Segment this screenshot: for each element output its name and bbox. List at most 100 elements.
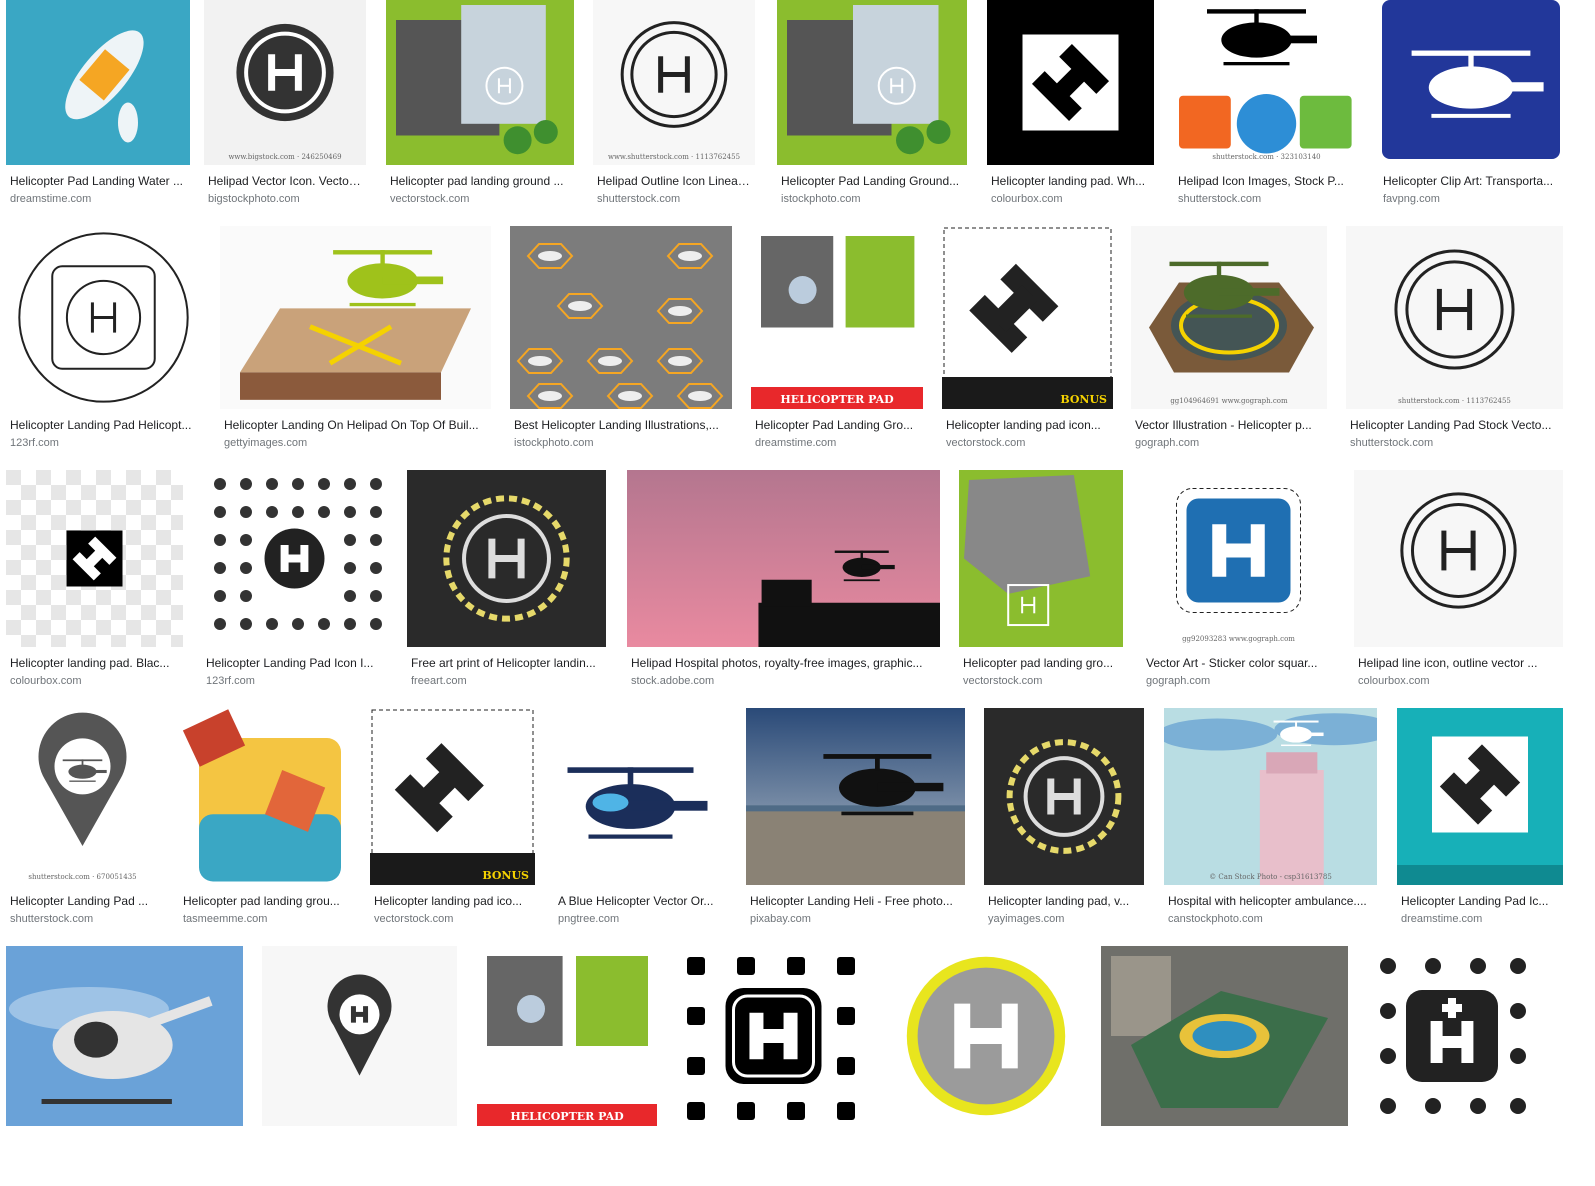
result-source-domain[interactable]: 123rf.com (10, 437, 59, 449)
helipad-city-top-view-image[interactable] (386, 0, 574, 165)
result-title[interactable]: Vector Illustration - Helicopter p... (1135, 418, 1312, 432)
result-title[interactable]: Helipad Vector Icon. Vector ... (208, 174, 362, 188)
helicopter-sunset-photo[interactable] (627, 470, 940, 647)
result-title[interactable]: Helicopter landing pad. Wh... (991, 174, 1146, 188)
hospital-helicopter-image[interactable]: © Can Stock Photo - csp31613785 (1164, 708, 1377, 885)
result-source-domain[interactable]: favpng.com (1383, 193, 1440, 205)
image-result-card[interactable]: shutterstock.com · 323103140 Helipad Icon… (1174, 0, 1359, 225)
image-result-card[interactable]: www.bigstock.com · 246250469 Helipad Vect… (204, 0, 366, 225)
result-title[interactable]: Helicopter Landing Pad Icon I... (206, 656, 374, 670)
image-result-card[interactable]: www.shutterstock.com · 1113762455 Helipad… (593, 0, 755, 225)
result-title[interactable]: Helipad line icon, outline vector ... (1358, 656, 1538, 670)
result-title[interactable]: Helicopter pad landing ground ... (390, 174, 564, 188)
result-source-domain[interactable]: 123rf.com (206, 675, 255, 687)
result-title[interactable]: Helicopter pad landing gro... (963, 656, 1114, 670)
helipad-square-h-icon[interactable] (987, 0, 1154, 165)
helipad-outline-icon[interactable]: www.shutterstock.com · 1113762455 (593, 0, 755, 165)
result-title[interactable]: Helicopter landing pad icon... (946, 418, 1101, 432)
image-result-card[interactable]: Helicopter Landing Pad Icon I... 123rf.co… (202, 470, 387, 707)
helipad-city-top-view-image[interactable] (777, 0, 967, 165)
image-result-card[interactable]: shutterstock.com · 670051435 Helicopter L… (6, 708, 159, 945)
image-result-card[interactable]: Helicopter Landing Heli - Free photo... p… (746, 708, 965, 945)
asphalt-helipad-image[interactable] (407, 470, 606, 647)
result-source-domain[interactable]: gograph.com (1146, 675, 1211, 687)
result-title[interactable]: Helicopter Landing Pad Ic... (1401, 894, 1549, 908)
hospital-h-icon-set[interactable] (676, 946, 871, 1126)
image-result-card[interactable]: gg104964691 www.gograph.com Vector Illust… (1131, 226, 1327, 469)
image-result-card[interactable] (262, 946, 457, 1186)
image-result-card[interactable]: Helicopter pad landing grou... tasmeemme.… (179, 708, 351, 945)
image-result-card[interactable]: Helicopter pad landing ground ... vectors… (386, 0, 574, 225)
image-result-card[interactable] (676, 946, 871, 1186)
result-source-domain[interactable]: bigstockphoto.com (208, 193, 300, 205)
image-result-card[interactable]: A Blue Helicopter Vector Or... pngtree.co… (554, 708, 727, 945)
medical-h-plus-icon-set[interactable] (1368, 946, 1536, 1126)
rooftop-helipad-photo[interactable] (1101, 946, 1348, 1126)
result-title[interactable]: Helicopter Landing Heli - Free photo... (750, 894, 953, 908)
helipad-checker-icon[interactable] (6, 470, 183, 647)
result-source-domain[interactable]: shutterstock.com (1350, 437, 1434, 449)
result-source-domain[interactable]: colourbox.com (10, 675, 82, 687)
image-result-card[interactable]: Helicopter landing pad, v... yayimages.co… (984, 708, 1144, 945)
image-result-card[interactable]: Helipad Hospital photos, royalty-free im… (627, 470, 940, 707)
image-result-card[interactable]: Helicopter Landing Pad Ic... dreamstime.c… (1397, 708, 1563, 945)
image-result-card[interactable]: Helicopter Landing Pad Helicopt... 123rf.… (6, 226, 201, 469)
image-result-card[interactable] (1101, 946, 1348, 1186)
helicopter-landing-photo[interactable] (746, 708, 965, 885)
map-pin-h-icon[interactable] (262, 946, 457, 1126)
result-source-domain[interactable]: gettyimages.com (224, 437, 308, 449)
result-title[interactable]: Helipad Icon Images, Stock P... (1178, 174, 1344, 188)
result-title[interactable]: Helicopter Landing Pad Helicopt... (10, 418, 192, 432)
yellow-ring-h-icon[interactable] (891, 946, 1081, 1126)
result-source-domain[interactable]: stock.adobe.com (631, 675, 715, 687)
image-result-card[interactable]: Helicopter Landing On Helipad On Top Of … (220, 226, 491, 469)
result-title[interactable]: A Blue Helicopter Vector Or... (558, 894, 714, 908)
result-source-domain[interactable]: vectorstock.com (946, 437, 1026, 449)
result-title[interactable]: Hospital with helicopter ambulance.... (1168, 894, 1367, 908)
image-result-card[interactable]: Helicopter pad landing gro... vectorstock… (959, 470, 1123, 707)
result-source-domain[interactable]: colourbox.com (991, 193, 1063, 205)
blue-helicopter-image[interactable] (554, 708, 727, 885)
image-result-card[interactable]: BONUS Helicopter landing pad icon... vecto… (942, 226, 1113, 469)
result-title[interactable]: Helicopter Landing Pad Stock Vecto... (1350, 418, 1552, 432)
result-source-domain[interactable]: freeart.com (411, 675, 467, 687)
result-source-domain[interactable]: shutterstock.com (597, 193, 681, 205)
image-result-card[interactable]: gg92093283 www.gograph.com Vector Art - S… (1142, 470, 1335, 707)
helipad-round-icon[interactable]: www.bigstock.com · 246250469 (204, 0, 366, 165)
result-title[interactable]: Best Helicopter Landing Illustrations,..… (514, 418, 719, 432)
helicopter-road-sign-icon[interactable] (1379, 0, 1563, 165)
result-source-domain[interactable]: dreamstime.com (10, 193, 92, 205)
helipad-set-image[interactable]: HELICOPTER PAD (751, 226, 923, 409)
ambulance-helicopter-icons[interactable]: shutterstock.com · 323103140 (1174, 0, 1359, 165)
medical-icon-set[interactable] (202, 470, 387, 647)
result-title[interactable]: Helipad Outline Icon Linear ... (597, 174, 751, 188)
image-result-card[interactable]: Helicopter Pad Landing Water ... dreamsti… (6, 0, 190, 225)
helicopter-rooftop-image[interactable] (220, 226, 491, 409)
result-title[interactable]: Helicopter Landing Pad ... (10, 894, 149, 908)
helipad-bonus-icon[interactable]: BONUS (942, 226, 1113, 409)
result-source-domain[interactable]: vectorstock.com (390, 193, 470, 205)
image-result-card[interactable]: Best Helicopter Landing Illustrations,..… (510, 226, 732, 469)
asphalt-helipad-image[interactable] (984, 708, 1144, 885)
image-result-card[interactable]: Helicopter Clip Art: Transporta... favpng… (1379, 0, 1563, 225)
result-source-domain[interactable]: shutterstock.com (10, 913, 94, 925)
image-result-card[interactable]: Helicopter Pad Landing Ground... istockph… (777, 0, 967, 225)
helicopter-octagon-pad-image[interactable]: gg104964691 www.gograph.com (1131, 226, 1327, 409)
result-title[interactable]: Helicopter landing pad ico... (374, 894, 523, 908)
image-result-card[interactable]: HELICOPTER PAD (477, 946, 657, 1186)
map-pin-helicopter-icon[interactable]: shutterstock.com · 670051435 (6, 708, 159, 885)
result-source-domain[interactable]: pixabay.com (750, 913, 811, 925)
image-result-card[interactable]: Helicopter landing pad. Wh... colourbox.c… (987, 0, 1154, 225)
image-result-card[interactable] (1368, 946, 1536, 1186)
result-source-domain[interactable]: dreamstime.com (1401, 913, 1483, 925)
result-source-domain[interactable]: yayimages.com (988, 913, 1065, 925)
image-result-card[interactable]: shutterstock.com · 1113762455 Helicopter … (1346, 226, 1563, 469)
helipad-set-image[interactable]: HELICOPTER PAD (477, 946, 657, 1126)
result-title[interactable]: Vector Art - Sticker color squar... (1146, 656, 1318, 670)
image-result-card[interactable]: Helicopter landing pad. Blac... colourbox… (6, 470, 183, 707)
helipad-outline-icon[interactable] (1354, 470, 1563, 647)
beach-helipad-image[interactable] (179, 708, 351, 885)
image-result-card[interactable]: Helipad line icon, outline vector ... co… (1354, 470, 1563, 707)
result-title[interactable]: Free art print of Helicopter landin... (411, 656, 596, 670)
result-source-domain[interactable]: dreamstime.com (755, 437, 837, 449)
